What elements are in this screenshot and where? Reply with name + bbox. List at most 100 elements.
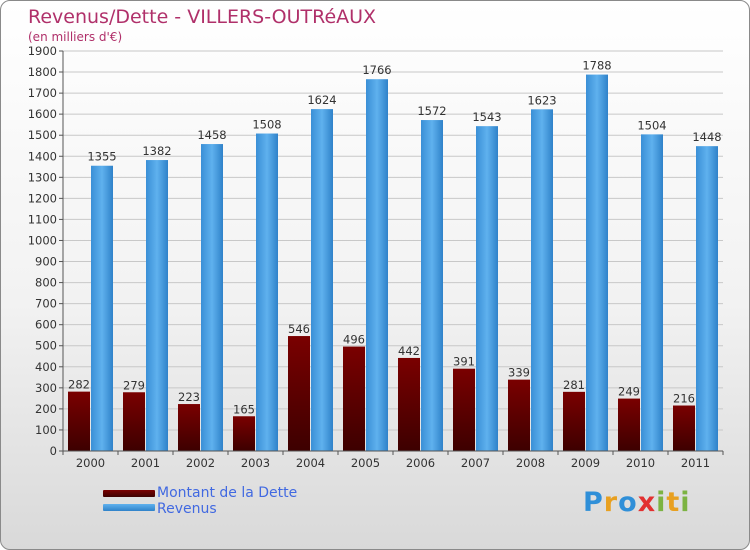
debt-bar xyxy=(233,416,255,451)
revenue-value-label: 1624 xyxy=(307,93,336,107)
debt-value-label: 442 xyxy=(398,344,420,358)
x-tick-label: 2009 xyxy=(571,456,600,470)
revenue-value-label: 1508 xyxy=(252,118,281,132)
x-tick-label: 2007 xyxy=(461,456,490,470)
y-tick-label: 200 xyxy=(35,402,57,416)
chart-subtitle: (en milliers d'€) xyxy=(28,30,123,44)
legend-label-revenue: Revenus xyxy=(157,501,217,517)
x-tick-label: 2000 xyxy=(76,456,105,470)
revenue-value-label: 1788 xyxy=(582,59,611,73)
revenue-bar xyxy=(476,126,498,451)
legend-swatch-revenue xyxy=(103,504,155,511)
y-tick-label: 700 xyxy=(35,297,57,311)
y-tick-label: 300 xyxy=(35,381,57,395)
debt-bar xyxy=(508,379,530,451)
revenue-value-label: 1504 xyxy=(637,118,666,132)
revenue-bar xyxy=(586,74,608,451)
revenue-value-label: 1382 xyxy=(142,144,171,158)
revenue-value-label: 1572 xyxy=(417,104,446,118)
y-tick-label: 500 xyxy=(35,339,57,353)
debt-value-label: 339 xyxy=(508,366,530,380)
revenue-bar xyxy=(201,144,223,452)
debt-bar xyxy=(398,357,420,451)
x-tick-label: 2008 xyxy=(516,456,545,470)
y-tick-label: 1700 xyxy=(28,86,57,100)
debt-value-label: 223 xyxy=(178,390,200,404)
debt-bar xyxy=(563,391,585,451)
debt-value-label: 546 xyxy=(288,322,310,336)
y-tick-label: 800 xyxy=(35,276,57,290)
debt-value-label: 249 xyxy=(618,385,640,399)
debt-value-label: 281 xyxy=(563,378,585,392)
logo-letter: o xyxy=(618,487,638,518)
revenue-value-label: 1543 xyxy=(472,110,501,124)
revenue-bar xyxy=(696,146,718,451)
y-tick-label: 1100 xyxy=(28,212,57,226)
revenue-bar xyxy=(311,109,333,452)
y-tick-label: 1200 xyxy=(28,191,57,205)
logo-letter: i xyxy=(680,487,691,518)
revenue-value-label: 1766 xyxy=(362,63,391,77)
bars-group xyxy=(68,74,718,452)
debt-value-label: 165 xyxy=(233,402,255,416)
debt-bar xyxy=(343,346,365,451)
revenue-value-label: 1448 xyxy=(692,130,721,144)
x-tick-label: 2005 xyxy=(351,456,380,470)
y-tick-label: 900 xyxy=(35,255,57,269)
revenue-bar xyxy=(146,160,168,452)
axes-group: 0 100 200 300 400 500 600 700 800 900 1000 1100 1200… xyxy=(28,44,724,470)
x-tick-label: 2003 xyxy=(241,456,270,470)
revenue-value-label: 1355 xyxy=(87,150,116,164)
revenue-value-label: 1458 xyxy=(197,128,226,142)
y-tick-label: 100 xyxy=(35,423,57,437)
debt-bar xyxy=(673,405,695,451)
debt-bar xyxy=(453,368,475,451)
proxiti-logo: Proxiti xyxy=(583,487,691,518)
x-tick-label: 2006 xyxy=(406,456,435,470)
y-tick-label: 1300 xyxy=(28,170,57,184)
logo-letter: x xyxy=(637,487,657,518)
revenue-bar xyxy=(256,133,278,452)
debt-bar xyxy=(288,336,310,451)
x-tick-label: 2002 xyxy=(186,456,215,470)
grid-lines xyxy=(63,50,723,452)
revenue-bar xyxy=(531,109,553,451)
debt-value-label: 391 xyxy=(453,355,475,369)
logo-letter: i xyxy=(656,487,667,518)
revenue-bar xyxy=(91,165,113,451)
y-tick-label: 400 xyxy=(35,360,57,374)
logo-letter: t xyxy=(666,487,681,518)
logo-letter: r xyxy=(603,487,619,518)
y-tick-label: 1000 xyxy=(28,233,57,247)
y-tick-label: 0 xyxy=(50,444,57,458)
x-tick-label: 2010 xyxy=(626,456,655,470)
y-tick-label: 1900 xyxy=(28,44,57,58)
debt-bar xyxy=(123,392,145,451)
y-tick-label: 1400 xyxy=(28,149,57,163)
debt-bar xyxy=(618,398,640,451)
debt-value-label: 216 xyxy=(673,392,695,406)
x-tick-label: 2011 xyxy=(681,456,710,470)
y-tick-label: 1600 xyxy=(28,107,57,121)
logo-letter: P xyxy=(583,487,604,518)
revenue-bar xyxy=(421,120,443,451)
y-tick-label: 1800 xyxy=(28,65,57,79)
debt-value-label: 496 xyxy=(343,333,365,347)
legend-label-debt: Montant de la Dette xyxy=(157,485,298,501)
revenue-bar xyxy=(641,134,663,452)
labels-group: 282 1355 279 1382 223 1458 165 1508 546 1624 496 17… xyxy=(68,59,722,417)
x-tick-label: 2001 xyxy=(131,456,160,470)
y-tick-label: 600 xyxy=(35,318,57,332)
debt-value-label: 279 xyxy=(123,378,145,392)
debt-bar xyxy=(68,391,90,451)
revenue-bar xyxy=(366,79,388,452)
y-tick-label: 1500 xyxy=(28,128,57,142)
debt-bar xyxy=(178,404,200,451)
legend-swatch-debt xyxy=(103,490,155,497)
chart-title: Revenus/Dette - VILLERS-OUTRéAUX xyxy=(28,6,377,28)
x-tick-label: 2004 xyxy=(296,456,325,470)
debt-value-label: 282 xyxy=(68,378,90,392)
revenue-value-label: 1623 xyxy=(527,93,556,107)
